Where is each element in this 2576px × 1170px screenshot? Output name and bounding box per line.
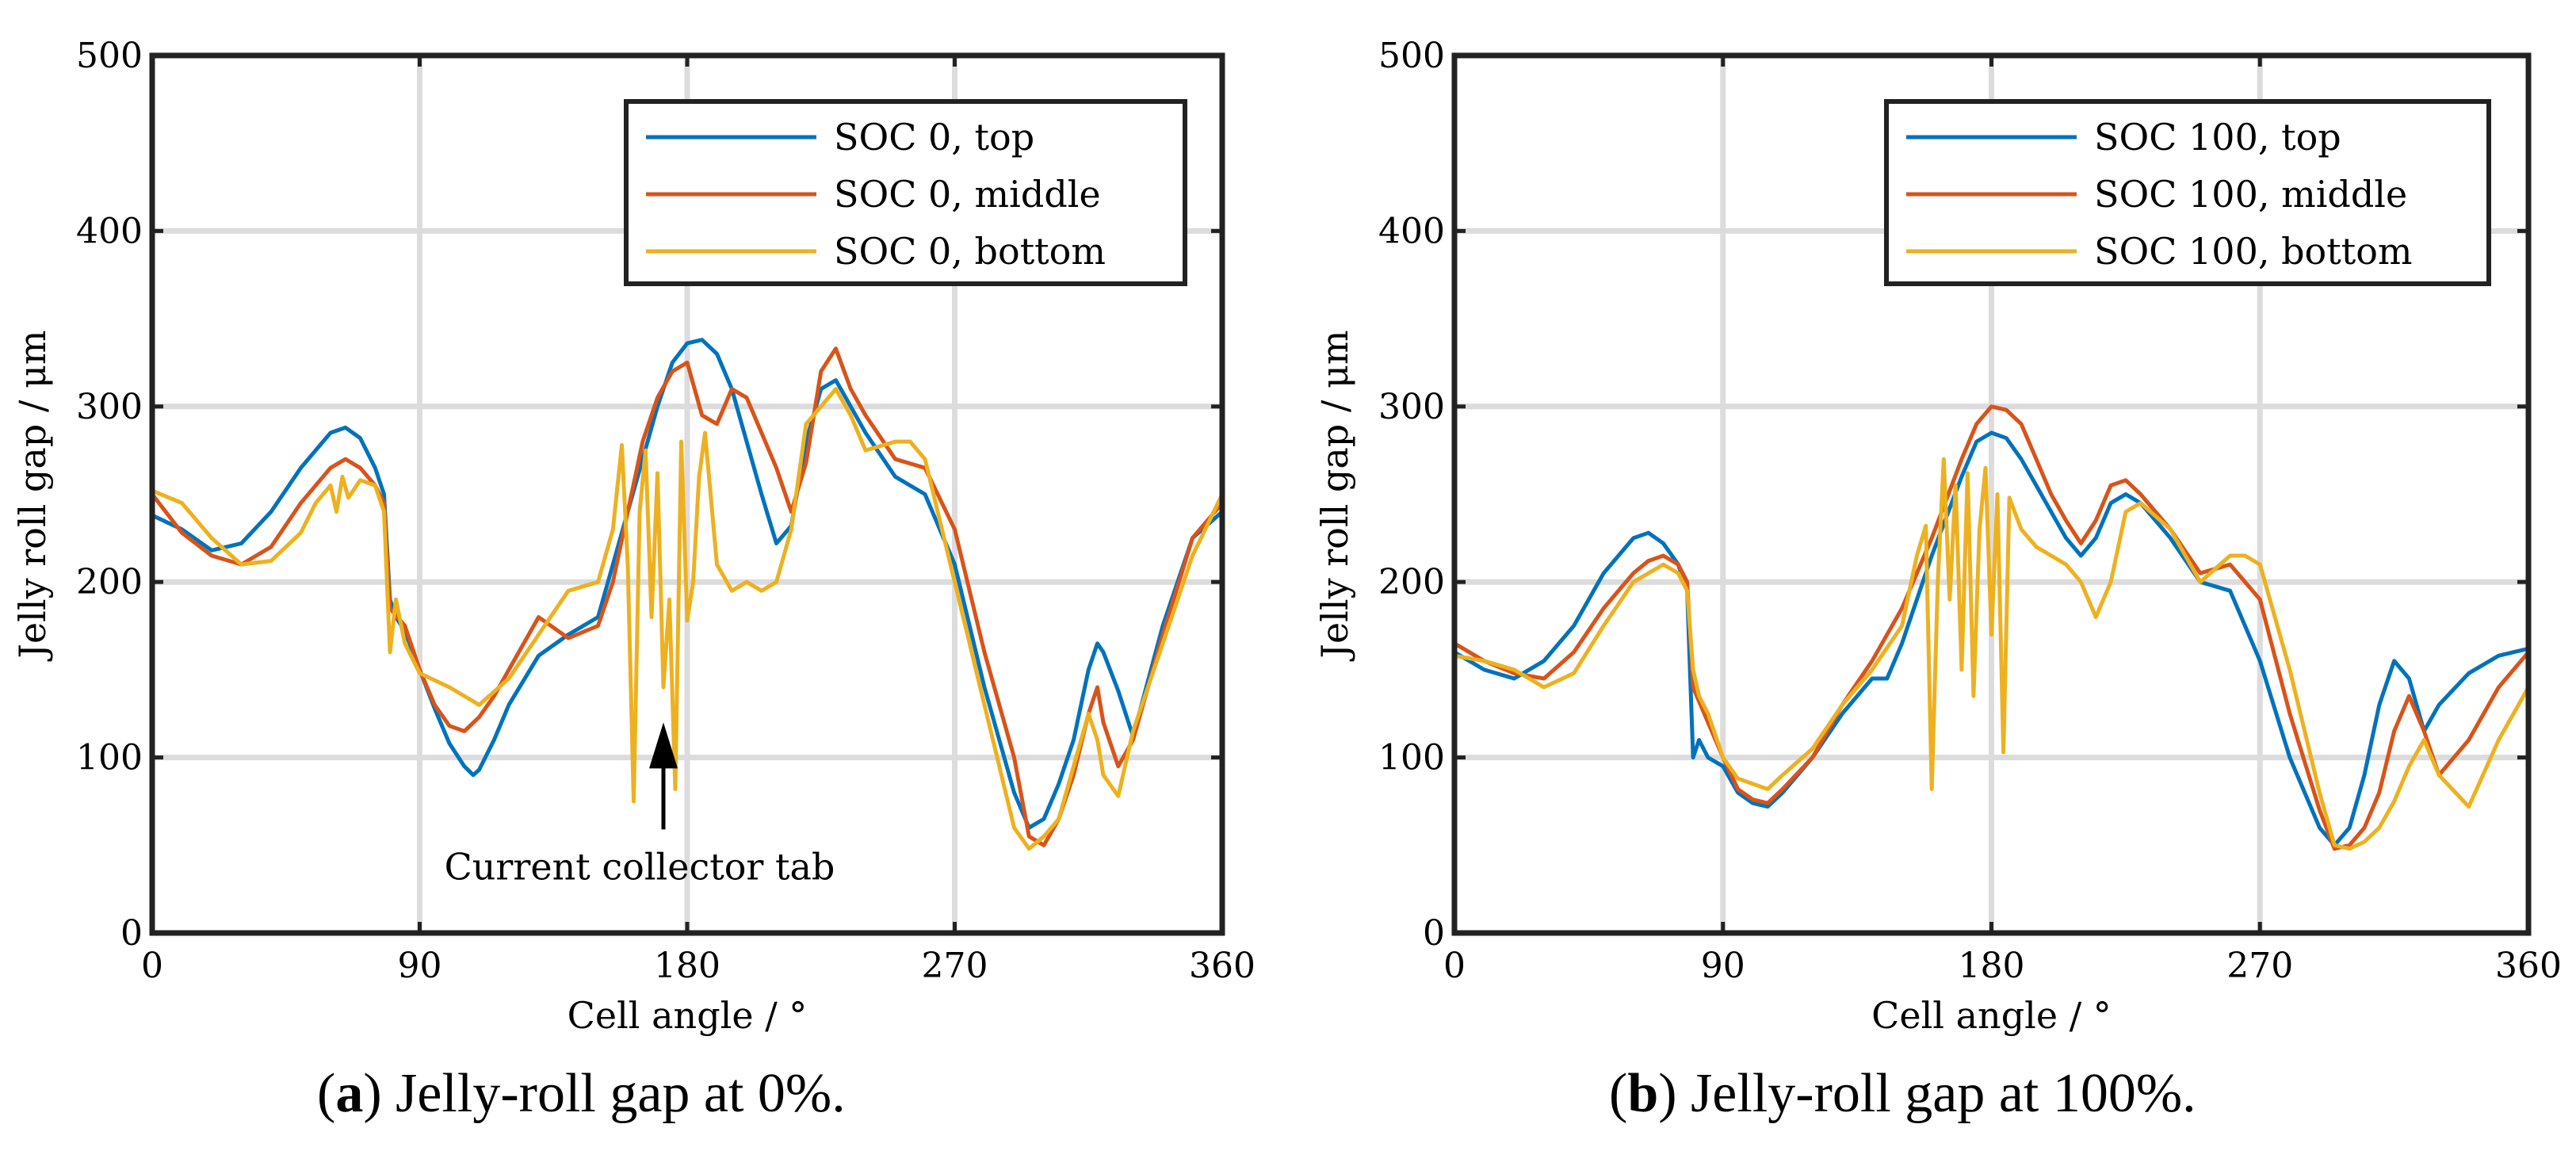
caption-a-text: Jelly-roll gap at 0%. [381, 1063, 846, 1124]
chart-b-legend: SOC 100, top SOC 100, middle SOC 100, bott… [1884, 99, 2491, 286]
chart-a-legend-label-1: SOC 0, top [834, 116, 1034, 159]
chart-a-x-tick-label-270: 270 [922, 946, 988, 986]
chart-b-y-tick-label-0: 0 [1423, 913, 1445, 954]
chart-b-y-tick-label-300: 300 [1378, 387, 1445, 427]
chart-a-x-axis-title: Cell angle / ° [568, 994, 808, 1037]
chart-a-legend-label-2: SOC 0, middle [834, 173, 1101, 216]
caption-a-letter: a [335, 1063, 364, 1124]
chart-a-y-tick-label-400: 400 [76, 211, 143, 251]
chart-a-y-tick-label-300: 300 [76, 387, 143, 427]
chart-b-series-2-line [1453, 404, 2530, 851]
chart-a-x-tick-label-180: 180 [654, 946, 720, 986]
chart-b-x-tick-label-90: 90 [1701, 946, 1745, 986]
chart-b-x-tick-label-0: 0 [1443, 946, 1466, 986]
chart-b-y-tick-label-200: 200 [1378, 562, 1445, 602]
chart-a-x-tick-label-360: 360 [1189, 946, 1256, 986]
chart-b-legend-label-2: SOC 100, middle [2094, 173, 2407, 216]
chart-b-lines [1453, 404, 2531, 851]
chart-a-series-3-line [151, 387, 1225, 851]
chart-a-y-tick-label-200: 200 [76, 562, 143, 602]
caption-a: (a) Jelly-roll gap at 0%. [317, 1063, 846, 1124]
chart-b-y-tick-label-400: 400 [1378, 211, 1445, 251]
chart-b-x-axis-title: Cell angle / ° [1871, 994, 2112, 1037]
caption-b-text: Jelly-roll gap at 100%. [1676, 1063, 2196, 1124]
chart-a-y-tick-label-100: 100 [76, 738, 143, 778]
chart-b-x-tick-label-360: 360 [2495, 946, 2562, 986]
chart-a-y-axis-title: Jelly roll gap / μm [11, 331, 54, 662]
chart-b-x-tick-label-270: 270 [2226, 946, 2293, 986]
chart-a-ticks: 0 90 180 270 360 0 100 200 300 400 500 [76, 36, 1256, 986]
chart-a-series-1-line [151, 338, 1224, 830]
chart-b-series-3-line [1454, 457, 2531, 851]
chart-b-x-tick-label-180: 180 [1959, 946, 2025, 986]
chart-a-y-tick-label-500: 500 [76, 36, 143, 76]
chart-a-legend-label-3: SOC 0, bottom [834, 230, 1106, 273]
annotation-text: Current collector tab [445, 845, 835, 888]
chart-b-y-tick-label-500: 500 [1378, 36, 1445, 76]
chart-b-ticks: 0 90 180 270 360 0 100 200 300 400 500 [1378, 36, 2562, 986]
chart-a-x-tick-label-90: 90 [398, 946, 442, 986]
chart-b-y-axis-title: Jelly roll gap / μm [1313, 331, 1356, 662]
caption-b: (b) Jelly-roll gap at 100%. [1609, 1063, 2196, 1124]
chart-a-lines [151, 338, 1225, 851]
caption-b-letter: b [1627, 1063, 1659, 1124]
annotation-arrow-head [649, 722, 678, 769]
chart-a-y-tick-label-0: 0 [120, 913, 143, 954]
chart-b-y-tick-label-100: 100 [1378, 738, 1445, 778]
chart-a: 0 90 180 270 360 0 100 200 300 400 500 Cell angle … [11, 36, 1256, 1037]
chart-b-legend-label-1: SOC 100, top [2094, 116, 2341, 159]
current-collector-annotation: Current collector tab [445, 722, 835, 888]
chart-a-x-tick-label-0: 0 [141, 946, 163, 986]
chart-b-legend-label-3: SOC 100, bottom [2094, 230, 2413, 273]
chart-a-legend: SOC 0, top SOC 0, middle SOC 0, bottom [624, 99, 1187, 286]
chart-b: 0 90 180 270 360 0 100 200 300 400 500 Cell angle … [1313, 36, 2562, 1037]
